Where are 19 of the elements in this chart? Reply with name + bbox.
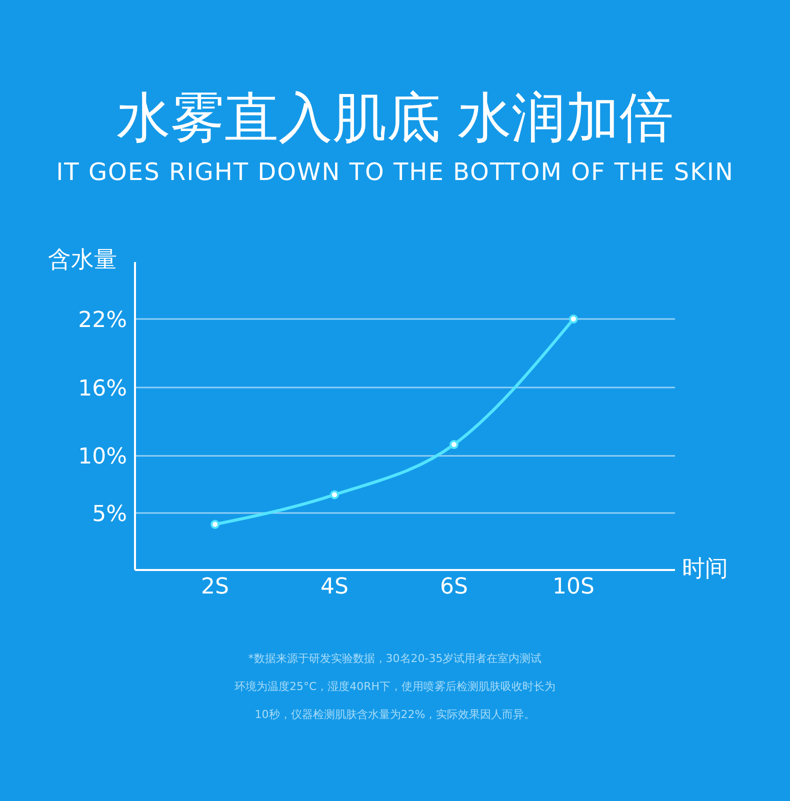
y-axis-title: 含水量 [48, 246, 117, 275]
point [210, 520, 220, 529]
x-tick-label: 6S [440, 574, 468, 600]
y-tick-label: 16% [78, 376, 127, 402]
y-tick-label: 22% [78, 308, 127, 333]
x-tick-label: 4S [320, 574, 348, 600]
text: 10秒，仪器检测肌肤含水量为22%，实际效果因人而异。 [254, 707, 536, 723]
x-axis-title: 时间 [682, 555, 728, 584]
chart-title: 水雾直入肌底 水润加倍 [115, 85, 675, 151]
y-tick-label: 10% [78, 444, 127, 470]
point [449, 440, 458, 450]
x-tick-label: 2S [201, 574, 230, 600]
y-tick-label: 5% [92, 502, 127, 527]
text: *数据来源于研发实验数据，30名20-35岁试用者在室内测试 [247, 651, 543, 667]
text: 环境为温度25°C，湿度40RH下，使用喷雾后检测肌肤吸收时长为 [233, 679, 557, 695]
point [330, 490, 340, 500]
x-tick-label: 10S [552, 574, 594, 600]
chart-subtitle: IT GOES RIGHT DOWN TO THE BOTTOM OF THE SKIN [55, 158, 735, 186]
point [568, 314, 578, 324]
